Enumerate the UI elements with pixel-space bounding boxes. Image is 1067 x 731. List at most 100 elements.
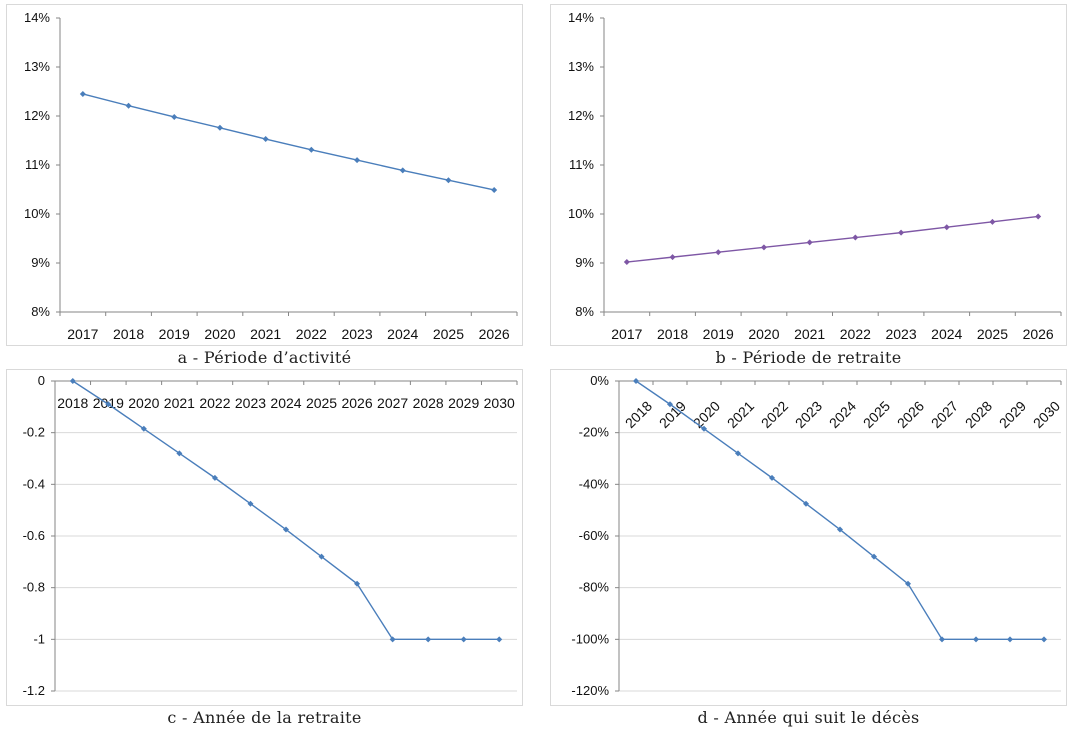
y-tick-label: 10% — [24, 206, 50, 221]
y-tick-label: 14% — [568, 10, 594, 25]
y-tick-label: -0.4 — [23, 476, 45, 491]
chart-caption-a: a - Période d’activité — [177, 348, 352, 367]
x-tick-label: 2021 — [794, 326, 825, 342]
x-tick-label: 2027 — [928, 398, 961, 431]
x-tick-label: 2026 — [341, 395, 372, 411]
x-tick-label: 2023 — [885, 326, 916, 342]
data-point — [445, 177, 452, 184]
data-point — [399, 167, 406, 174]
data-point — [939, 636, 945, 643]
x-tick-label: 2027 — [377, 395, 408, 411]
x-tick-label: 2020 — [748, 326, 779, 342]
x-tick-label: 2024 — [270, 395, 301, 411]
chart-area-b: 8% 9% 10% 11% 12% 13% 14% 2017 2018 2019 2020 2021 2… — [550, 4, 1067, 346]
y-tick-label: -100% — [571, 631, 609, 646]
data-point — [125, 102, 132, 109]
data-point — [318, 553, 325, 560]
series-line — [82, 93, 495, 191]
data-point — [262, 136, 269, 143]
data-point — [140, 425, 147, 432]
data-point — [667, 401, 673, 408]
chart-svg-b: 8% 9% 10% 11% 12% 13% 14% 2017 2018 2019 2020 2021 2… — [568, 10, 1062, 342]
data-point — [496, 636, 503, 643]
data-point — [669, 254, 676, 261]
y-tick-label: 12% — [24, 108, 50, 123]
x-tick-label: 2022 — [296, 326, 327, 342]
x-tick-label: 2025 — [977, 326, 1008, 342]
chart-caption-d: d - Année qui suit le décès — [697, 708, 920, 727]
data-point — [803, 500, 809, 507]
x-tick-label: 2030 — [484, 395, 515, 411]
y-tick-label: 0 — [38, 373, 45, 388]
x-tick-label: 2018 — [57, 395, 88, 411]
x-tick-label: 2021 — [164, 395, 195, 411]
y-tick-label: 12% — [568, 108, 594, 123]
x-tick-label: 2025 — [306, 395, 337, 411]
x-tick-label: 2019 — [703, 326, 734, 342]
x-tick-label: 2017 — [611, 326, 642, 342]
chart-area-c: 0-0.2-0.4-0.6-0.8-1-1.220182019202020212… — [6, 369, 523, 706]
x-tick-label: 2026 — [894, 398, 927, 431]
x-tick-label: 2020 — [128, 395, 159, 411]
x-tick-label: 2028 — [413, 395, 444, 411]
y-tick-label: 11% — [569, 157, 594, 172]
data-point — [79, 90, 86, 97]
data-point — [1007, 636, 1013, 643]
y-tick-label: 13% — [24, 59, 50, 74]
y-tick-label: -80% — [579, 580, 610, 595]
data-point — [69, 378, 76, 384]
y-tick-label: -60% — [579, 528, 610, 543]
x-tick-label: 2021 — [250, 326, 281, 342]
chart-svg-a: 8% 9% 10% 11% 12% 13% 14% 2017 2018 2019 2020 2021 2… — [24, 10, 518, 342]
x-tick-label: 2018 — [622, 398, 655, 431]
y-tick-label: 0% — [590, 373, 609, 388]
x-tick-label: 2026 — [479, 326, 510, 342]
x-tick-label: 2019 — [159, 326, 190, 342]
x-tick-label: 2017 — [67, 326, 98, 342]
data-point — [216, 124, 223, 131]
y-tick-label: -40% — [579, 476, 610, 491]
x-tick-label: 2028 — [962, 398, 995, 431]
x-tick-label: 2023 — [235, 395, 266, 411]
y-tick-label: -120% — [571, 683, 609, 698]
chart-area-a: 8% 9% 10% 11% 12% 13% 14% 2017 2018 2019 2020 2021 2… — [6, 4, 523, 346]
chart-svg-d: 0%-20%-40%-60%-80%-100%-120%2018 2019 2020… — [571, 373, 1063, 698]
chart-caption-b: b - Période de retraite — [715, 348, 902, 367]
data-point — [1041, 636, 1047, 643]
y-tick-label: 8% — [31, 304, 50, 319]
data-point — [898, 229, 905, 236]
x-tick-label: 2025 — [433, 326, 464, 342]
data-point — [425, 636, 432, 643]
data-point — [760, 244, 767, 251]
x-tick-label: 2023 — [792, 398, 825, 431]
data-point — [623, 259, 630, 266]
data-point — [852, 234, 859, 241]
data-point — [1035, 213, 1042, 220]
data-point — [837, 526, 843, 533]
data-point — [905, 580, 911, 587]
y-tick-label: -0.6 — [23, 528, 45, 543]
data-point — [105, 401, 112, 408]
y-tick-label: 13% — [568, 59, 594, 74]
x-tick-label: 2024 — [931, 326, 962, 342]
y-tick-label: 9% — [31, 255, 50, 270]
data-point — [389, 636, 396, 643]
chart-caption-c: c - Année de la retraite — [167, 708, 362, 727]
data-point — [943, 224, 950, 231]
x-tick-label: 2029 — [448, 395, 479, 411]
data-point — [283, 526, 289, 533]
data-point — [491, 186, 498, 193]
data-point — [211, 474, 218, 481]
data-point — [633, 378, 639, 384]
x-tick-label: 2022 — [758, 398, 791, 431]
data-point — [806, 239, 813, 246]
x-tick-label: 2029 — [996, 398, 1029, 431]
y-tick-label: -0.2 — [23, 425, 45, 440]
x-tick-label: 2021 — [724, 398, 757, 431]
y-tick-label: -0.8 — [23, 580, 45, 595]
x-tick-label: 2025 — [860, 398, 893, 431]
data-point — [989, 218, 996, 225]
data-point — [871, 553, 877, 560]
y-tick-label: -20% — [579, 425, 610, 440]
data-point — [247, 500, 254, 507]
